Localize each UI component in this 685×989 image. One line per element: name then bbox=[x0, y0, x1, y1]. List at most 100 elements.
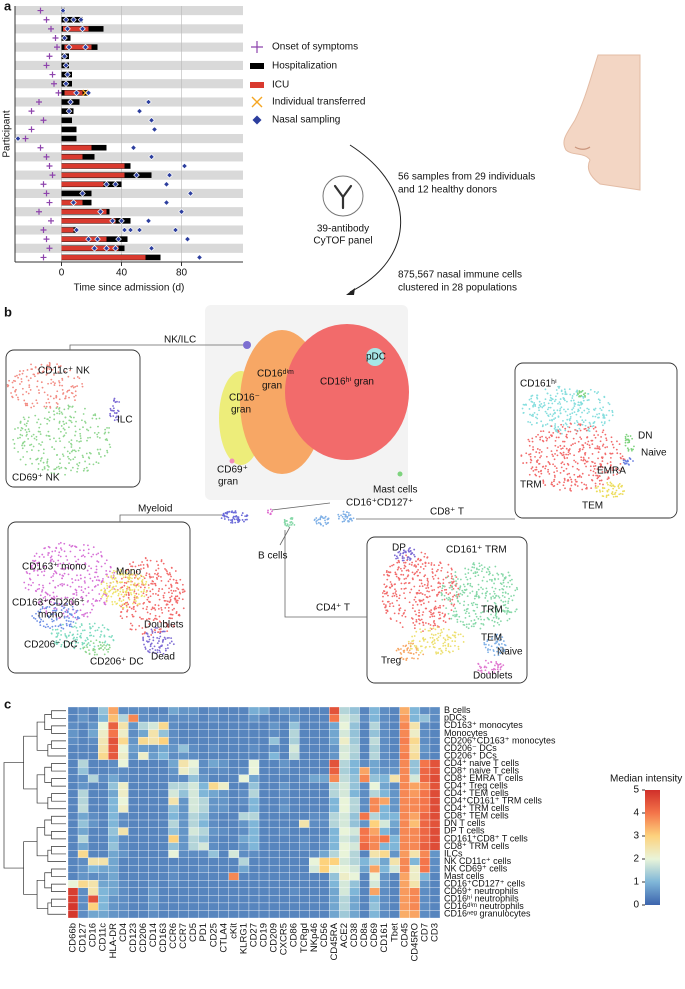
heatmap-cell bbox=[429, 910, 441, 919]
cell-dot bbox=[146, 641, 149, 643]
cell-dot bbox=[25, 391, 28, 393]
cell-dot bbox=[91, 625, 94, 628]
cell-dot bbox=[47, 545, 50, 548]
cell-dot bbox=[46, 367, 49, 370]
cell-dot bbox=[65, 622, 68, 625]
cell-dot bbox=[493, 577, 496, 580]
cell-dot bbox=[86, 600, 89, 603]
cell-dot bbox=[156, 651, 159, 654]
column-label: CD38 bbox=[349, 923, 360, 947]
cell-dot bbox=[580, 476, 583, 478]
heatmap-cell bbox=[228, 834, 240, 843]
legend-label: Onset of symptoms bbox=[272, 42, 358, 53]
cell-dot bbox=[70, 442, 72, 445]
cell-dot bbox=[418, 599, 421, 602]
row-band bbox=[15, 97, 243, 107]
cell-dot bbox=[576, 467, 579, 470]
heatmap-cell bbox=[278, 880, 290, 889]
heatmap-cell bbox=[319, 850, 330, 858]
cell-dot bbox=[171, 603, 174, 606]
cell-dot bbox=[157, 575, 160, 578]
cell-dot bbox=[121, 617, 124, 620]
cell-dot bbox=[508, 617, 511, 620]
heatmap-cell bbox=[118, 782, 129, 791]
cell-dot bbox=[19, 436, 21, 439]
heatmap-cell bbox=[87, 812, 99, 821]
heatmap-cell bbox=[268, 729, 280, 738]
cell-dot bbox=[583, 483, 586, 486]
cluster-label: CD69⁺ NK bbox=[12, 473, 60, 484]
cell-dot bbox=[54, 468, 57, 470]
cell-dot bbox=[319, 518, 322, 521]
heatmap-cell bbox=[178, 865, 189, 873]
cell-dot bbox=[129, 591, 132, 594]
cell-dot bbox=[54, 606, 57, 609]
cell-dot bbox=[55, 466, 58, 469]
cell-dot bbox=[465, 626, 468, 628]
cell-dot bbox=[117, 416, 120, 419]
cell-dot bbox=[26, 369, 29, 371]
cluster-label: EMRA bbox=[597, 466, 626, 477]
cluster-label: CD161⁺ TRM bbox=[446, 545, 507, 556]
heatmap-cell bbox=[87, 902, 99, 911]
heatmap-cell bbox=[409, 812, 421, 821]
cell-dot bbox=[589, 425, 592, 428]
cell-dot bbox=[80, 623, 83, 625]
cell-dot bbox=[68, 625, 71, 628]
cell-dot bbox=[497, 578, 500, 580]
nose-illustration bbox=[563, 54, 641, 191]
cell-dot bbox=[36, 564, 39, 567]
cell-dot bbox=[350, 518, 353, 520]
cell-dot bbox=[67, 404, 70, 407]
heatmap-cell bbox=[359, 804, 370, 813]
cell-dot bbox=[37, 610, 40, 613]
cell-dot bbox=[430, 585, 433, 588]
cell-dot bbox=[174, 570, 177, 572]
cell-dot bbox=[236, 518, 238, 521]
cell-dot bbox=[403, 582, 406, 585]
heatmap-cell bbox=[208, 774, 219, 783]
cell-dot bbox=[47, 382, 49, 385]
cell-dot bbox=[293, 524, 296, 526]
heatmap-cell bbox=[278, 729, 290, 738]
cell-dot bbox=[36, 421, 38, 424]
cell-dot bbox=[542, 430, 545, 432]
cell-dot bbox=[591, 443, 594, 446]
cell-dot bbox=[71, 544, 74, 547]
heatmap-cell bbox=[77, 895, 89, 904]
cell-dot bbox=[413, 635, 416, 637]
heatmap-cell bbox=[108, 774, 119, 783]
cell-dot bbox=[48, 606, 51, 608]
cell-dot bbox=[421, 599, 423, 602]
cell-dot bbox=[70, 385, 73, 388]
cell-dot bbox=[79, 432, 82, 435]
cell-dot bbox=[69, 631, 71, 634]
cell-dot bbox=[92, 546, 95, 549]
cell-dot bbox=[18, 373, 21, 376]
cell-dot bbox=[598, 483, 601, 485]
cell-dot bbox=[93, 653, 96, 656]
cell-dot bbox=[17, 398, 20, 401]
heatmap-cell bbox=[148, 865, 159, 873]
heatmap-cell bbox=[419, 721, 431, 730]
cell-dot bbox=[170, 595, 173, 598]
cell-dot bbox=[439, 562, 442, 565]
cell-dot bbox=[156, 637, 159, 639]
cell-dot bbox=[581, 472, 584, 475]
cell-dot bbox=[107, 576, 110, 579]
heatmap-cell bbox=[108, 759, 119, 768]
cell-dot bbox=[598, 446, 601, 448]
cell-dot bbox=[600, 409, 603, 412]
heatmap-cell bbox=[329, 744, 340, 753]
heatmap-cell bbox=[299, 834, 310, 843]
heatmap-cell bbox=[128, 789, 139, 798]
cell-dot bbox=[42, 452, 45, 455]
heatmap-cell bbox=[168, 729, 179, 738]
cell-dot bbox=[505, 606, 507, 609]
column-label: CTLA4 bbox=[218, 923, 229, 953]
column-label: CD206 bbox=[138, 923, 149, 953]
cell-dot bbox=[443, 615, 445, 618]
cell-dot bbox=[485, 594, 487, 597]
cell-dot bbox=[507, 581, 510, 584]
cell-dot bbox=[601, 424, 604, 427]
